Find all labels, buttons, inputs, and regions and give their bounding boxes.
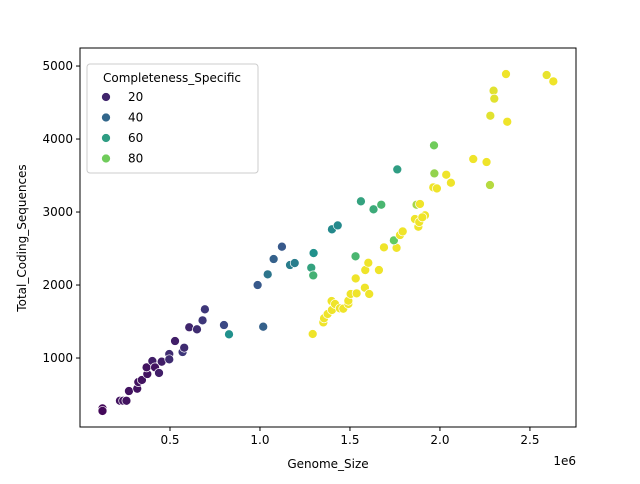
legend-box: [86, 63, 259, 174]
legend-marker: [101, 133, 111, 143]
x-tick-label: 0.5: [160, 433, 179, 447]
x-tick-label: 2.5: [520, 433, 539, 447]
data-point: [350, 251, 361, 262]
data-point: [374, 265, 384, 275]
data-point: [541, 70, 552, 80]
data-point: [392, 164, 403, 175]
data-point: [121, 395, 132, 406]
data-point: [364, 289, 375, 299]
data-point: [307, 329, 318, 339]
data-point: [289, 258, 300, 268]
x-axis-label: Genome_Size: [287, 457, 368, 471]
x-tick-label: 2.0: [430, 433, 449, 447]
data-point: [376, 199, 387, 210]
data-point: [502, 116, 513, 127]
data-point: [468, 154, 479, 164]
data-point: [389, 235, 399, 246]
legend-marker: [101, 112, 111, 123]
data-point: [351, 288, 362, 299]
y-tick-label: 4000: [42, 132, 73, 146]
data-point: [258, 321, 269, 332]
y-axis: 1000 2000 3000 4000 5000: [42, 59, 80, 365]
data-point: [268, 254, 279, 264]
y-axis-label: Total_Coding_Sequences: [15, 164, 29, 312]
data-point: [124, 386, 134, 396]
data-point: [368, 204, 379, 215]
data-point: [485, 110, 496, 121]
legend-marker: [101, 92, 111, 102]
data-point: [332, 220, 343, 231]
data-point: [179, 342, 190, 353]
x-tick-label: 1.5: [340, 433, 359, 447]
data-point: [417, 212, 428, 223]
data-point: [485, 180, 495, 190]
points-layer: [97, 69, 559, 416]
y-tick-label: 5000: [42, 59, 73, 73]
data-point: [350, 273, 361, 284]
data-point: [97, 406, 108, 416]
data-point: [137, 375, 147, 385]
data-point: [308, 270, 319, 281]
data-point: [429, 140, 439, 151]
data-point: [379, 242, 389, 253]
data-point: [397, 226, 408, 237]
data-point: [277, 241, 287, 252]
y-tick-label: 1000: [42, 351, 73, 365]
x-tick-label: 1.0: [250, 433, 269, 447]
data-point: [363, 257, 374, 268]
data-point: [481, 157, 492, 167]
axes-frame: [79, 47, 577, 428]
data-point: [197, 315, 208, 326]
data-point: [432, 183, 442, 194]
data-point: [224, 329, 234, 340]
legend-label: 80: [128, 152, 143, 166]
data-point: [252, 280, 263, 290]
y-tick-label: 3000: [42, 205, 73, 219]
data-point: [192, 324, 202, 335]
x-offset-label: 1e6: [553, 454, 576, 468]
legend-label: 40: [128, 111, 143, 125]
data-point: [170, 336, 180, 346]
data-point: [441, 169, 452, 180]
data-point: [488, 85, 499, 96]
data-point: [154, 368, 164, 378]
y-tick-label: 2000: [42, 278, 73, 292]
data-point: [308, 248, 319, 258]
data-point: [548, 76, 559, 87]
data-point: [429, 168, 440, 179]
legend-marker: [101, 153, 111, 164]
data-point: [415, 199, 425, 209]
data-point: [200, 304, 210, 315]
legend-title: Completeness_Specific: [103, 71, 241, 85]
legend-label: 20: [128, 90, 143, 104]
legend-label: 60: [128, 131, 143, 145]
data-point: [489, 93, 500, 104]
x-axis: 0.5 1.0 1.5 2.0 2.5: [160, 427, 539, 447]
data-point: [262, 269, 273, 280]
data-point: [164, 354, 175, 365]
data-point: [446, 177, 456, 188]
data-point: [501, 69, 511, 79]
data-point: [356, 196, 366, 207]
data-point: [219, 320, 229, 330]
legend: Completeness_Specific 20 40 60 80: [86, 63, 259, 174]
